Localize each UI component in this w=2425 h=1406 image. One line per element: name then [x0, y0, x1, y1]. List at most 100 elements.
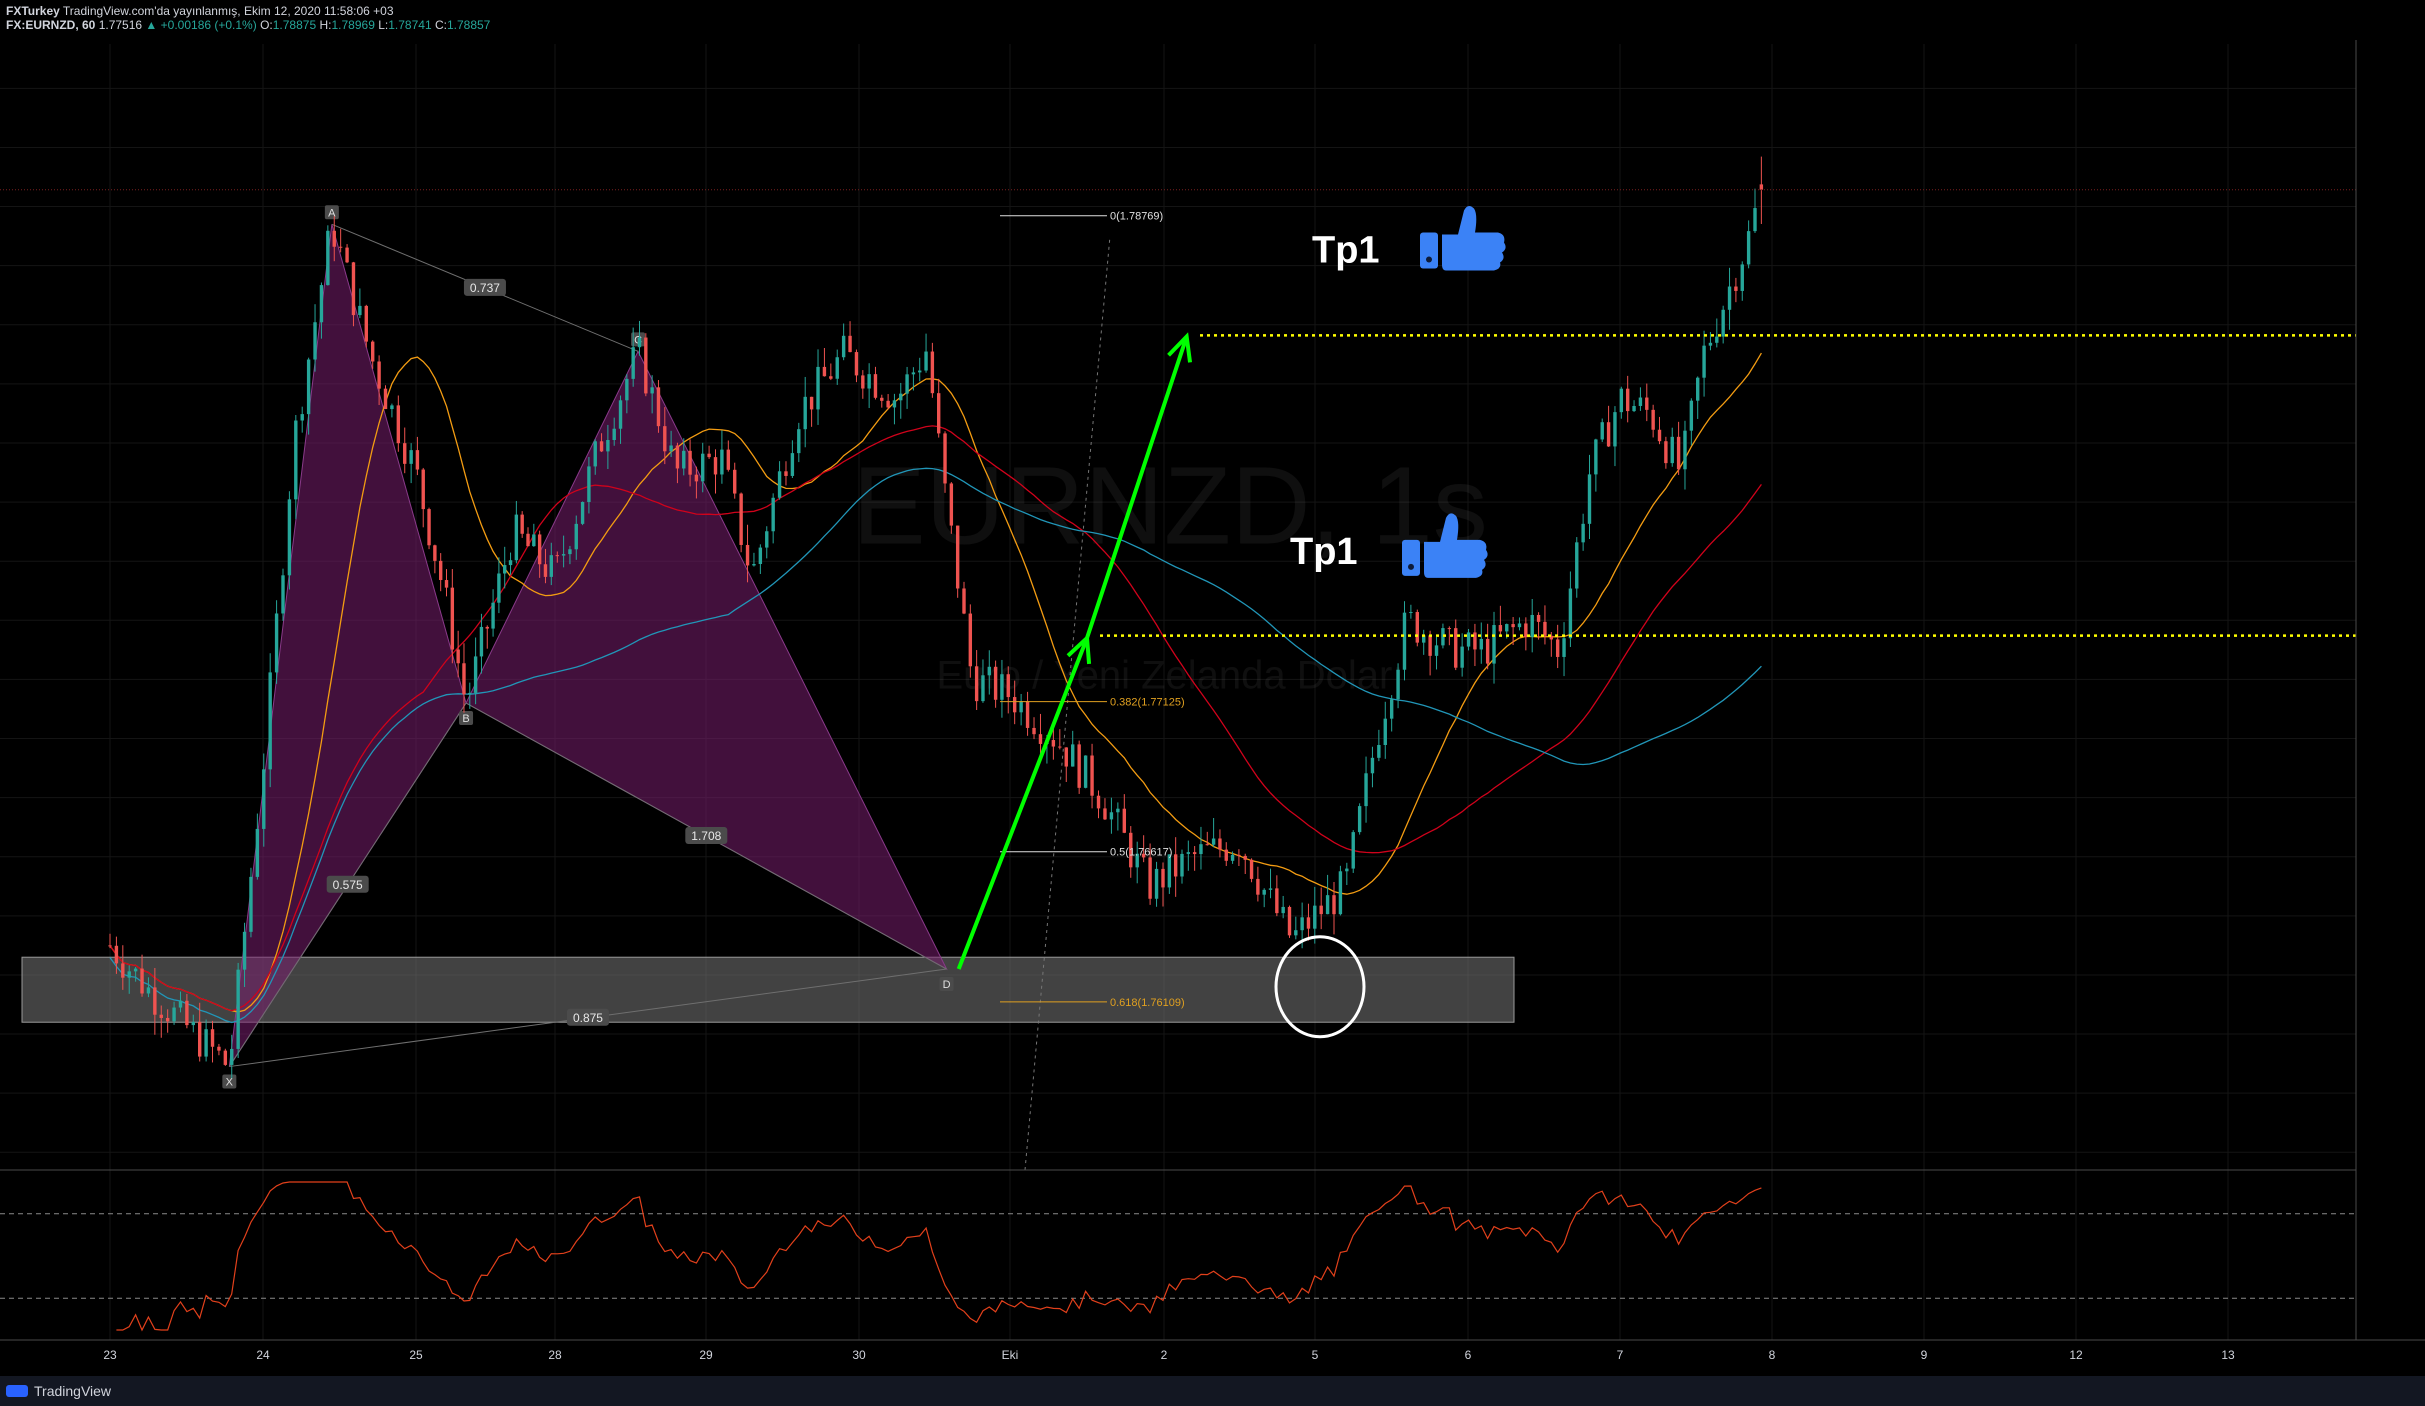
candle-body: [1664, 441, 1668, 464]
candle-body: [555, 555, 559, 557]
candle-body: [114, 945, 119, 964]
candle-body: [178, 1000, 183, 1008]
symbol-label[interactable]: FX:EURNZD, 60: [6, 18, 96, 32]
candle-body: [1632, 405, 1636, 412]
fib-trend-line: [1024, 236, 1111, 1171]
candle-body: [962, 588, 966, 614]
candle-body: [370, 341, 375, 362]
candle-body: [543, 564, 548, 577]
time-tick-label: 25: [409, 1348, 423, 1362]
pattern-ratio-bg: [463, 278, 506, 296]
candle-body: [593, 441, 597, 467]
candle-body: [880, 397, 884, 401]
candle-body: [733, 469, 737, 494]
candle-body: [656, 387, 661, 427]
candle-body: [1058, 746, 1062, 748]
candle-body: [873, 374, 878, 398]
candle-body: [274, 613, 279, 673]
candle-body: [745, 544, 750, 566]
candle-body: [1268, 888, 1273, 890]
candle-body: [1422, 635, 1426, 643]
tradingview-logo[interactable]: TradingView: [6, 1383, 111, 1399]
pattern-point-d-bg: [939, 977, 954, 992]
candle-body: [1549, 635, 1554, 640]
candle-body: [396, 405, 401, 444]
candle-body: [514, 514, 519, 561]
arrow-to-tp1-lower: [956, 637, 1089, 970]
candle-body: [1396, 669, 1400, 700]
candle-body: [319, 285, 324, 323]
candle-body: [242, 931, 247, 970]
time-tick-label: 30: [852, 1348, 866, 1362]
candle-body: [1402, 612, 1407, 670]
candle-body: [1594, 439, 1598, 475]
candle-body: [503, 565, 507, 574]
candle-body: [1479, 638, 1483, 650]
candle-body: [415, 450, 420, 470]
candle-body: [306, 359, 311, 415]
time-tick-label: 24: [256, 1348, 270, 1362]
candle-body: [1543, 621, 1547, 636]
candle-body: [1243, 855, 1247, 860]
candle-body: [153, 987, 157, 1015]
candle-body: [1364, 773, 1368, 807]
candle-body: [1230, 854, 1235, 861]
candle-body: [1746, 231, 1751, 265]
candle-body: [1205, 844, 1209, 846]
candle-body: [1524, 623, 1528, 638]
time-tick-label: 12: [2069, 1348, 2083, 1362]
candle-body: [1000, 674, 1004, 700]
moving-averages: [109, 352, 1762, 1024]
high-label: H:: [319, 18, 332, 32]
candle-body: [1148, 857, 1152, 899]
pattern-ratio-label: 1.708: [691, 829, 721, 843]
candle-body: [1575, 542, 1579, 589]
candle-body: [473, 656, 478, 693]
candle-body: [1051, 740, 1056, 747]
candle-body: [1012, 697, 1017, 713]
pattern-ratio-label: 0.737: [470, 281, 500, 295]
publisher-name[interactable]: FXTurkey: [6, 4, 60, 18]
header-publish-line: FXTurkey TradingView.com'da yayınlanmış,…: [6, 4, 394, 18]
candle-body: [580, 501, 585, 524]
candle-body: [829, 376, 833, 379]
candle-body: [993, 666, 998, 700]
thumb-hand: [1424, 513, 1488, 578]
candle-body: [262, 769, 266, 829]
candle-body: [230, 1048, 234, 1065]
candle-body: [1019, 701, 1023, 713]
candle-body: [1683, 430, 1687, 470]
candle-body: [701, 453, 705, 482]
candle-body: [1186, 852, 1191, 854]
time-tick-label: 9: [1921, 1348, 1928, 1362]
candle-body: [1262, 889, 1266, 895]
candle-body: [1625, 388, 1630, 412]
candle-body: [468, 692, 472, 695]
candle-body: [1218, 838, 1222, 850]
pattern-point-x-bg: [222, 1074, 237, 1089]
candle-body: [943, 433, 947, 484]
candle-body: [669, 445, 673, 452]
candle-body: [1338, 871, 1343, 915]
candle-body: [1562, 638, 1566, 657]
candle-body: [1505, 624, 1509, 632]
candle-body: [1351, 832, 1355, 869]
candle-body: [974, 666, 979, 702]
candle-body: [937, 393, 941, 434]
candle-body: [1696, 377, 1700, 401]
thumbs-up-icon: [1402, 513, 1488, 578]
candle-body: [1006, 674, 1010, 698]
candlesticks: [108, 156, 1764, 1079]
candle-body: [345, 247, 349, 263]
candle-body: [549, 555, 553, 577]
candle-body: [631, 347, 635, 379]
tp-label: Tp1: [1290, 531, 1358, 573]
candle-body: [1083, 755, 1088, 788]
candle-body: [987, 666, 991, 676]
candle-body: [637, 337, 642, 348]
footer-bar: [0, 1376, 2425, 1406]
tp-label: Tp1: [1312, 230, 1380, 272]
candle-body: [1447, 628, 1452, 630]
candle-body: [485, 626, 489, 629]
